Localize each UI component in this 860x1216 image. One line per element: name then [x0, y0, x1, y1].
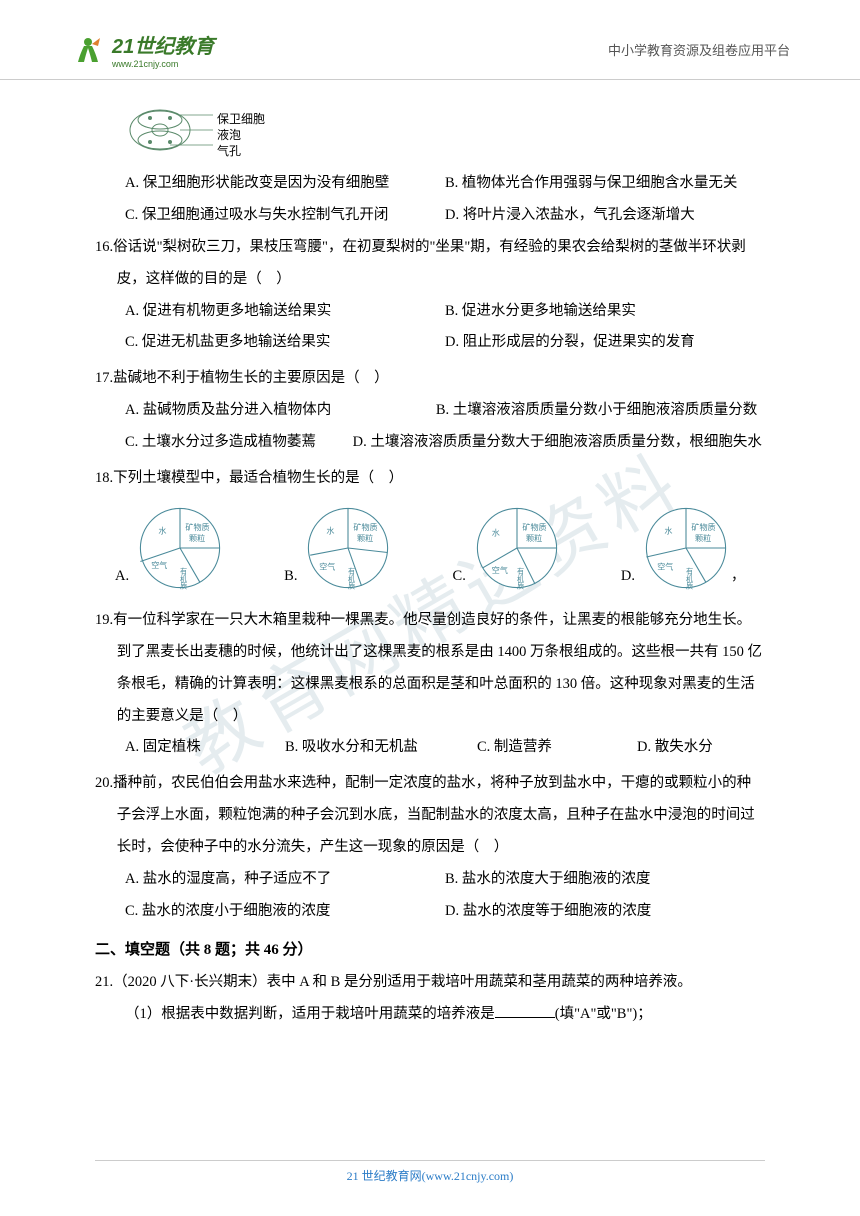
- q16-option-d: D. 阻止形成层的分裂，促进果实的发育: [445, 327, 765, 359]
- q18-label-b: B.: [284, 561, 297, 593]
- cell-diagram: 保卫细胞 液泡 气孔: [125, 100, 305, 160]
- q15-options: A. 保卫细胞形状能改变是因为没有细胞壁 B. 植物体光合作用强弱与保卫细胞含水…: [95, 168, 765, 232]
- q20-option-c: C. 盐水的浓度小于细胞液的浓度: [125, 896, 445, 928]
- svg-text:水: 水: [492, 527, 500, 537]
- q20-option-d: D. 盐水的浓度等于细胞液的浓度: [445, 896, 765, 928]
- q18-label-a: A.: [115, 561, 129, 593]
- q15-option-c: C. 保卫细胞通过吸水与失水控制气孔开闭: [125, 200, 445, 232]
- svg-text:颗粒: 颗粒: [189, 533, 205, 543]
- svg-text:矿物质: 矿物质: [522, 522, 546, 532]
- page-header: 21世纪教育 www.21cnjy.com 中小学教育资源及组卷应用平台: [0, 0, 860, 80]
- q17-stem: 17.盐碱地不利于植物生长的主要原因是（ ）: [95, 363, 765, 395]
- svg-text:矿物质: 矿物质: [691, 522, 715, 532]
- document-content: 保卫细胞 液泡 气孔 A. 保卫细胞形状能改变是因为没有细胞壁 B. 植物体光合…: [0, 80, 860, 1031]
- logo-url: www.21cnjy.com: [112, 59, 214, 69]
- pie-chart-d: 水 矿物质 颗粒 空气 有机质: [641, 503, 731, 593]
- q20-stem: 20.播种前，农民伯伯会用盐水来选种，配制一定浓度的盐水，将种子放到盐水中，干瘪…: [95, 768, 765, 864]
- svg-text:有机质: 有机质: [685, 567, 693, 590]
- svg-text:矿物质: 矿物质: [186, 522, 210, 532]
- q17: 17.盐碱地不利于植物生长的主要原因是（ ） A. 盐碱物质及盐分进入植物体内 …: [95, 363, 765, 459]
- logo-icon: [70, 32, 106, 68]
- q16: 16.俗话说"梨树砍三刀，果枝压弯腰"，在初夏梨树的"坐果"期，有经验的果农会给…: [95, 232, 765, 360]
- q19-option-d: D. 散失水分: [637, 732, 765, 764]
- page-footer: 21 世纪教育网(www.21cnjy.com): [95, 1160, 765, 1184]
- svg-text:有机质: 有机质: [179, 567, 187, 590]
- q17-option-d: D. 土壤溶液溶质质量分数大于细胞液溶质质量分数，根细胞失水: [353, 434, 762, 450]
- svg-text:空气: 空气: [657, 562, 673, 572]
- pie-chart-b: 水 矿物质 颗粒 空气 有机质: [303, 503, 393, 593]
- q16-option-b: B. 促进水分更多地输送给果实: [445, 296, 765, 328]
- q16-option-a: A. 促进有机物更多地输送给果实: [125, 296, 445, 328]
- svg-text:颗粒: 颗粒: [526, 533, 542, 543]
- q16-option-c: C. 促进无机盐更多地输送给果实: [125, 327, 445, 359]
- q19-option-c: C. 制造营养: [477, 732, 637, 764]
- q19-option-b: B. 吸收水分和无机盐: [285, 732, 477, 764]
- svg-text:有机质: 有机质: [516, 567, 524, 590]
- q18: 18.下列土壤模型中，最适合植物生长的是（ ） A. 水 矿物质 颗粒 空气 有…: [95, 463, 765, 601]
- svg-text:水: 水: [327, 526, 335, 536]
- q15-option-b: B. 植物体光合作用强弱与保卫细胞含水量无关: [445, 168, 765, 200]
- q15-option-a: A. 保卫细胞形状能改变是因为没有细胞壁: [125, 168, 445, 200]
- svg-text:空气: 空气: [492, 565, 508, 575]
- section-2-header: 二、填空题（共 8 题；共 46 分）: [95, 934, 765, 967]
- svg-text:颗粒: 颗粒: [695, 533, 711, 543]
- q18-label-d: D.: [621, 561, 635, 593]
- svg-text:空气: 空气: [320, 562, 336, 572]
- svg-text:颗粒: 颗粒: [357, 533, 373, 543]
- header-subtitle: 中小学教育资源及组卷应用平台: [608, 40, 790, 59]
- q20: 20.播种前，农民伯伯会用盐水来选种，配制一定浓度的盐水，将种子放到盐水中，干瘪…: [95, 768, 765, 927]
- pie-chart-c: 水 矿物质 颗粒 空气 有机质: [472, 503, 562, 593]
- q19-option-a: A. 固定植株: [125, 732, 285, 764]
- q15-option-d: D. 将叶片浸入浓盐水，气孔会逐渐增大: [445, 200, 765, 232]
- q18-pie-row: A. 水 矿物质 颗粒 空气 有机质 B.: [95, 495, 765, 601]
- diagram-label-3: 气孔: [217, 138, 241, 164]
- svg-text:水: 水: [664, 526, 672, 536]
- q17-option-c: C. 土壤水分过多造成植物萎蔫: [125, 427, 349, 459]
- q17-option-a: A. 盐碱物质及盐分进入植物体内: [125, 395, 432, 427]
- svg-text:有机质: 有机质: [348, 567, 356, 590]
- pie-chart-a: 水 矿物质 颗粒 空气 有机质: [135, 503, 225, 593]
- q20-option-b: B. 盐水的浓度大于细胞液的浓度: [445, 864, 765, 896]
- logo-text: 21世纪教育: [112, 30, 214, 59]
- q18-stem: 18.下列土壤模型中，最适合植物生长的是（ ）: [95, 463, 765, 495]
- q21-stem: 21.（2020 八下·长兴期末）表中 A 和 B 是分别适用于栽培叶用蔬菜和茎…: [95, 967, 765, 999]
- q17-option-b: B. 土壤溶液溶质质量分数小于细胞液溶质质量分数: [436, 402, 757, 418]
- q16-stem: 16.俗话说"梨树砍三刀，果枝压弯腰"，在初夏梨树的"坐果"期，有经验的果农会给…: [95, 232, 765, 296]
- q18-label-c: C.: [453, 561, 466, 593]
- q21: 21.（2020 八下·长兴期末）表中 A 和 B 是分别适用于栽培叶用蔬菜和茎…: [95, 967, 765, 1031]
- q19: 19.有一位科学家在一只大木箱里栽种一棵黑麦。他尽量创造良好的条件，让黑麦的根能…: [95, 605, 765, 764]
- svg-text:矿物质: 矿物质: [354, 522, 378, 532]
- q19-stem: 19.有一位科学家在一只大木箱里栽种一棵黑麦。他尽量创造良好的条件，让黑麦的根能…: [95, 605, 765, 733]
- q20-option-a: A. 盐水的湿度高，种子适应不了: [125, 864, 445, 896]
- logo: 21世纪教育 www.21cnjy.com: [70, 30, 214, 69]
- blank-input[interactable]: [495, 1004, 555, 1018]
- q21-sub1-suffix: (填"A"或"B")；: [555, 1006, 652, 1022]
- svg-text:水: 水: [159, 526, 167, 536]
- q21-sub1-prefix: （1）根据表中数据判断，适用于栽培叶用蔬菜的培养液是: [125, 1006, 495, 1022]
- svg-text:空气: 空气: [151, 560, 167, 570]
